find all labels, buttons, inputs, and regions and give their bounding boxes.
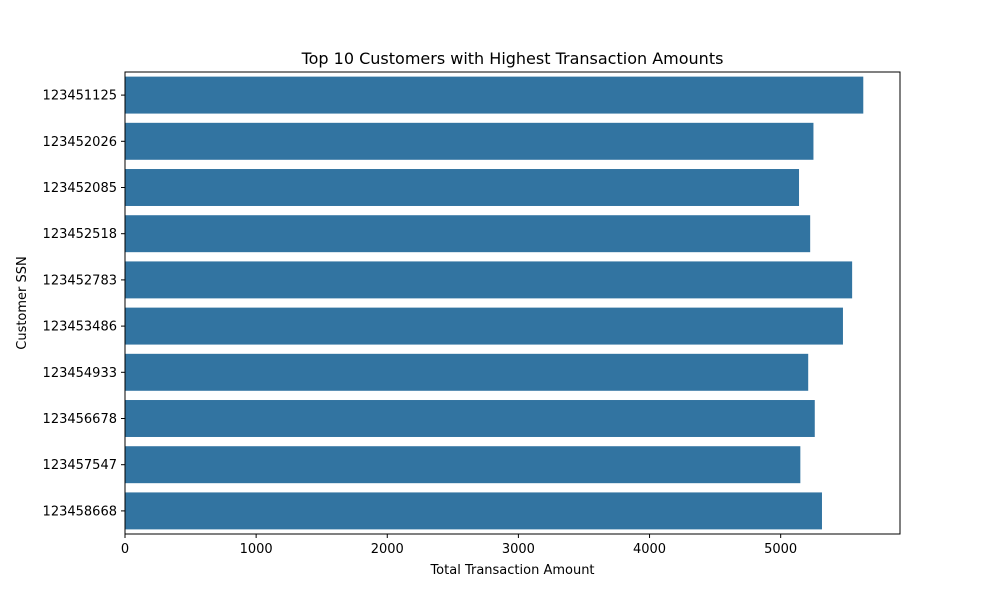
y-tick-label: 123453486 <box>43 320 117 335</box>
x-tick-label: 2000 <box>371 542 404 557</box>
bar-123454933 <box>125 353 809 391</box>
y-tick-label: 123456678 <box>43 412 117 427</box>
x-tick-label: 0 <box>121 542 129 557</box>
bars-group <box>125 76 864 530</box>
bar-123457547 <box>125 446 801 484</box>
y-tick-label: 123457547 <box>43 458 117 473</box>
y-tick-label: 123452085 <box>43 181 117 196</box>
bar-123452783 <box>125 261 853 299</box>
y-tick-label: 123452026 <box>43 135 117 150</box>
x-tick-label: 1000 <box>240 542 273 557</box>
bar-123452085 <box>125 169 800 206</box>
bar-123451125 <box>125 76 864 114</box>
bar-123452518 <box>125 215 811 253</box>
chart-title: Top 10 Customers with Highest Transactio… <box>301 49 724 68</box>
y-ticks-group: 123451125 123452026 123452085 123452518 1234… <box>43 89 125 519</box>
bar-123453486 <box>125 307 843 345</box>
x-axis-label: Total Transaction Amount <box>429 563 594 578</box>
y-tick-label: 123452783 <box>43 273 117 288</box>
y-tick-label: 123451125 <box>43 89 117 104</box>
y-tick-label: 123458668 <box>43 504 117 519</box>
plot-frame <box>124 71 901 535</box>
y-tick-label: 123454933 <box>43 366 117 381</box>
y-tick-label: 123452518 <box>43 227 117 242</box>
bar-123456678 <box>125 400 815 437</box>
x-tick-label: 4000 <box>633 542 666 557</box>
bar-123452026 <box>125 122 814 160</box>
x-ticks-group: 0 1000 2000 3000 4000 5000 <box>121 534 797 557</box>
x-tick-label: 3000 <box>502 542 535 557</box>
y-axis-label: Customer SSN <box>15 256 30 350</box>
x-tick-label: 5000 <box>764 542 797 557</box>
bar-123458668 <box>125 492 822 530</box>
